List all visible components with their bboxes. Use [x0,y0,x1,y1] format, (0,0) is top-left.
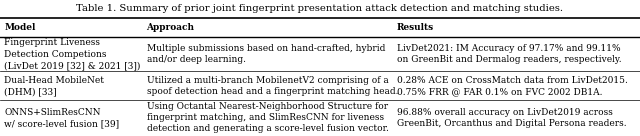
Text: 0.75% FRR @ FAR 0.1% on FVC 2002 DB1A.: 0.75% FRR @ FAR 0.1% on FVC 2002 DB1A. [397,87,602,96]
Text: Fingerprint Liveness: Fingerprint Liveness [4,38,100,47]
Text: GreenBit, Orcanthus and Digital Persona readers.: GreenBit, Orcanthus and Digital Persona … [397,119,627,129]
Text: ONNS+SlimResCNN: ONNS+SlimResCNN [4,108,101,117]
Text: Using Octantal Nearest-Neighborhood Structure for: Using Octantal Nearest-Neighborhood Stru… [147,102,388,111]
Text: Dual-Head MobileNet: Dual-Head MobileNet [4,75,104,85]
Text: 96.88% overall accuracy on LivDet2019 across: 96.88% overall accuracy on LivDet2019 ac… [397,108,612,117]
Text: and/or deep learning.: and/or deep learning. [147,55,246,64]
Text: fingerprint matching, and SlimResCNN for liveness: fingerprint matching, and SlimResCNN for… [147,113,384,122]
Text: LivDet2021: IM Accuracy of 97.17% and 99.11%: LivDet2021: IM Accuracy of 97.17% and 99… [397,44,620,53]
Text: detection and generating a score-level fusion vector.: detection and generating a score-level f… [147,124,388,133]
Text: Model: Model [4,23,36,32]
Text: on GreenBit and Dermalog readers, respectively.: on GreenBit and Dermalog readers, respec… [397,55,621,64]
Text: spoof detection head and a fingerprint matching head.: spoof detection head and a fingerprint m… [147,87,398,96]
Text: 0.28% ACE on CrossMatch data from LivDet2015.: 0.28% ACE on CrossMatch data from LivDet… [397,75,628,85]
Text: Detection Competions: Detection Competions [4,50,107,59]
Text: w/ score-level fusion [39]: w/ score-level fusion [39] [4,119,120,129]
Text: (LivDet 2019 [32] & 2021 [3]): (LivDet 2019 [32] & 2021 [3]) [4,61,141,70]
Text: Table 1. Summary of prior joint fingerprint presentation attack detection and ma: Table 1. Summary of prior joint fingerpr… [77,4,563,13]
Text: Results: Results [397,23,434,32]
Text: (DHM) [33]: (DHM) [33] [4,87,57,96]
Text: Multiple submissions based on hand-crafted, hybrid: Multiple submissions based on hand-craft… [147,44,385,53]
Text: Utilized a multi-branch MobilenetV2 comprising of a: Utilized a multi-branch MobilenetV2 comp… [147,75,388,85]
Text: Approach: Approach [147,23,195,32]
